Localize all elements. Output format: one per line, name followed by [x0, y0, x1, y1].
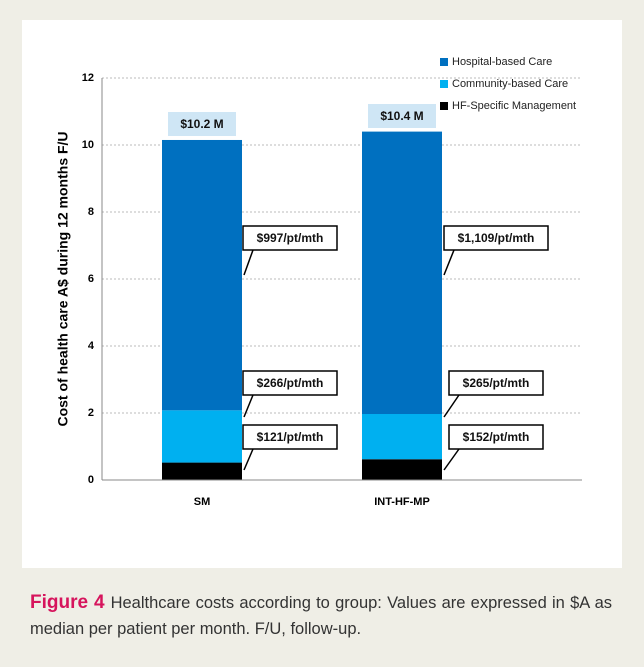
- callout-line: [243, 448, 254, 471]
- callout-line: [243, 249, 254, 276]
- annotation: $265/pt/mth: [463, 376, 530, 390]
- annotation: $997/pt/mth: [257, 231, 324, 245]
- bar-segment: [162, 139, 242, 411]
- bar-segment: [162, 462, 242, 480]
- y-tick-label: 6: [88, 273, 94, 285]
- annotation: $152/pt/mth: [463, 430, 530, 444]
- callout-box: [242, 370, 338, 396]
- bar-segment: [362, 131, 442, 415]
- y-tick-label: 8: [88, 206, 94, 218]
- annotation: $10.2 M: [180, 117, 223, 131]
- callout-box: [448, 424, 544, 450]
- y-tick-label: 2: [88, 407, 94, 419]
- callout-line: [243, 394, 254, 418]
- total-box: [168, 112, 236, 136]
- legend-swatch: [440, 80, 448, 88]
- chart-panel: [22, 20, 622, 568]
- callout-box: [242, 225, 338, 251]
- y-tick-label: 0: [88, 474, 94, 486]
- y-axis-label: Cost of health care A$ during 12 months …: [55, 131, 71, 426]
- caption-text: Healthcare costs according to group: Val…: [30, 594, 613, 638]
- annotation: $10.4 M: [380, 109, 423, 123]
- y-tick-label: 4: [88, 340, 95, 352]
- caption-label: Figure 4: [30, 592, 105, 613]
- bar-segment: [362, 414, 442, 460]
- callout-line: [443, 394, 460, 418]
- x-tick-label: INT-HF-MP: [374, 496, 430, 508]
- y-tick-label: 12: [82, 72, 94, 84]
- callout-box: [242, 424, 338, 450]
- legend-label: Hospital-based Care: [452, 56, 552, 68]
- caption: Figure 4 Healthcare costs according to gr…: [30, 590, 612, 642]
- callout-box: [448, 370, 544, 396]
- y-tick-label: 10: [82, 139, 94, 151]
- annotation: $121/pt/mth: [257, 430, 324, 444]
- annotation: $266/pt/mth: [257, 376, 324, 390]
- callout-line: [443, 448, 460, 471]
- bar-segment: [162, 410, 242, 463]
- annotation: $1,109/pt/mth: [458, 231, 535, 245]
- legend-label: HF-Specific Management: [452, 100, 576, 112]
- callout-box: [443, 225, 549, 251]
- legend-label: Community-based Care: [452, 78, 568, 90]
- legend-swatch: [440, 102, 448, 110]
- x-tick-label: SM: [194, 496, 211, 508]
- callout-line: [443, 249, 455, 276]
- chart: Cost of health care A$ during 12 months …: [22, 20, 622, 568]
- bar-segment: [362, 459, 442, 480]
- total-box: [368, 104, 436, 128]
- legend-swatch: [440, 58, 448, 66]
